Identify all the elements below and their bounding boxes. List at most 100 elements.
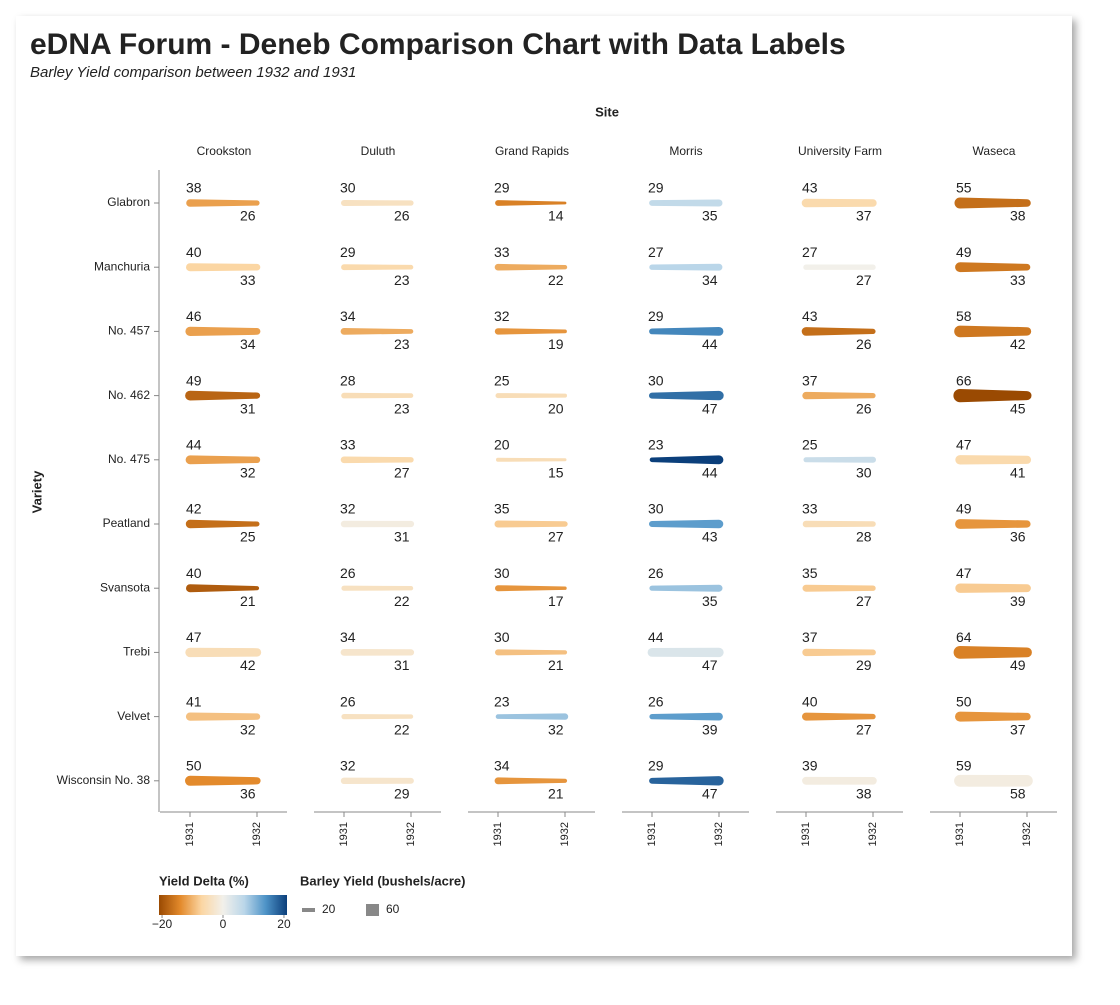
trail	[649, 776, 724, 786]
data-label: 44	[648, 629, 664, 645]
legend-label: 20	[322, 902, 336, 916]
data-label: 30	[648, 372, 664, 388]
trail	[955, 262, 1031, 273]
data-label: 36	[1010, 529, 1026, 545]
row-label: Velvet	[117, 709, 150, 723]
data-label: 31	[394, 529, 410, 545]
trail	[341, 585, 414, 591]
trail	[955, 455, 1032, 465]
data-label: 38	[856, 786, 872, 802]
data-label: 38	[1010, 208, 1026, 224]
x-tick-label: 1931	[338, 822, 350, 846]
trail	[802, 776, 877, 785]
column-label: Morris	[669, 144, 702, 158]
row-label: Svansota	[100, 580, 150, 594]
data-label: 29	[648, 758, 664, 774]
trail	[955, 583, 1031, 593]
data-label: 29	[494, 180, 510, 196]
trail	[185, 519, 260, 529]
data-label: 35	[494, 501, 510, 517]
x-tick-label: 1931	[184, 822, 196, 846]
data-label: 25	[802, 437, 818, 453]
data-label: 33	[240, 272, 256, 288]
x-tick-label: 1931	[800, 822, 812, 846]
data-label: 34	[494, 758, 510, 774]
data-label: 26	[856, 400, 872, 416]
trail	[341, 200, 414, 206]
data-label: 27	[648, 244, 664, 260]
trail	[953, 646, 1032, 659]
row-label: Trebi	[123, 645, 150, 659]
data-label: 22	[394, 721, 410, 737]
data-label: 43	[702, 529, 718, 545]
data-label: 34	[702, 272, 718, 288]
data-label: 40	[802, 693, 818, 709]
data-label: 37	[802, 372, 818, 388]
trail	[954, 774, 1033, 787]
trail	[495, 713, 569, 720]
row-label: No. 457	[108, 324, 150, 338]
data-label: 49	[956, 244, 972, 260]
trail	[954, 325, 1032, 338]
trail	[955, 519, 1031, 529]
data-label: 47	[702, 400, 718, 416]
legend-tick-label: 20	[277, 917, 291, 931]
legend-tick-label: −20	[152, 917, 173, 931]
data-label: 33	[494, 244, 510, 260]
data-label: 35	[702, 593, 718, 609]
data-label: 50	[186, 758, 202, 774]
column-label: Grand Rapids	[495, 144, 569, 158]
data-label: 26	[240, 208, 256, 224]
trail	[495, 200, 567, 206]
data-label: 33	[1010, 272, 1026, 288]
data-label: 49	[186, 372, 202, 388]
x-tick-label: 1932	[559, 822, 571, 846]
data-label: 44	[186, 437, 202, 453]
data-label: 43	[802, 308, 818, 324]
legend-symbol	[302, 908, 315, 912]
column-label: Waseca	[973, 144, 1016, 158]
data-label: 66	[956, 372, 972, 388]
data-label: 47	[702, 786, 718, 802]
data-label: 14	[548, 208, 564, 224]
data-label: 34	[340, 629, 356, 645]
trail	[649, 263, 723, 271]
data-label: 26	[648, 565, 664, 581]
data-label: 30	[856, 465, 872, 481]
data-label: 26	[340, 565, 356, 581]
x-tick-label: 1931	[954, 822, 966, 846]
data-label: 45	[1010, 400, 1026, 416]
trail	[649, 712, 723, 721]
data-label: 30	[494, 629, 510, 645]
data-label: 23	[648, 437, 664, 453]
chart-title: eDNA Forum - Deneb Comparison Chart with…	[30, 28, 846, 61]
data-label: 37	[856, 208, 872, 224]
data-label: 26	[856, 336, 872, 352]
row-label: Glabron	[107, 195, 150, 209]
trail	[341, 264, 414, 271]
trail	[802, 391, 876, 400]
data-label: 21	[240, 593, 256, 609]
data-label: 27	[856, 272, 872, 288]
data-label: 33	[340, 437, 356, 453]
data-label: 30	[340, 180, 356, 196]
trail	[186, 263, 261, 272]
data-label: 28	[856, 529, 872, 545]
data-label: 23	[494, 693, 510, 709]
trail	[803, 264, 876, 270]
trail	[801, 327, 876, 336]
data-label: 31	[394, 657, 410, 673]
trail	[649, 584, 723, 592]
trail	[802, 520, 876, 528]
data-label: 32	[494, 308, 510, 324]
legend-symbol	[366, 904, 379, 916]
x-tick-label: 1931	[646, 822, 658, 846]
trail	[953, 389, 1032, 403]
x-tick-label: 1932	[867, 822, 879, 846]
chart-subtitle: Barley Yield comparison between 1932 and…	[30, 64, 356, 81]
data-label: 64	[956, 629, 972, 645]
data-label: 29	[856, 657, 872, 673]
data-label: 32	[340, 758, 356, 774]
x-tick-label: 1932	[1021, 822, 1033, 846]
